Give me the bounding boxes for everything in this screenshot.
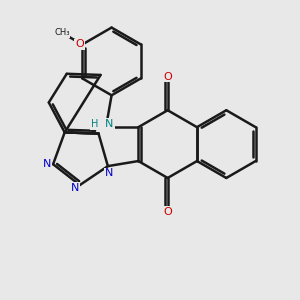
Text: N: N: [105, 169, 113, 178]
Text: N: N: [43, 159, 51, 169]
Text: O: O: [163, 207, 172, 217]
Text: O: O: [75, 40, 84, 50]
Text: N: N: [71, 183, 80, 193]
Text: H: H: [91, 119, 98, 129]
Text: O: O: [163, 72, 172, 82]
Text: N: N: [105, 119, 114, 129]
Text: CH₃: CH₃: [54, 28, 70, 37]
